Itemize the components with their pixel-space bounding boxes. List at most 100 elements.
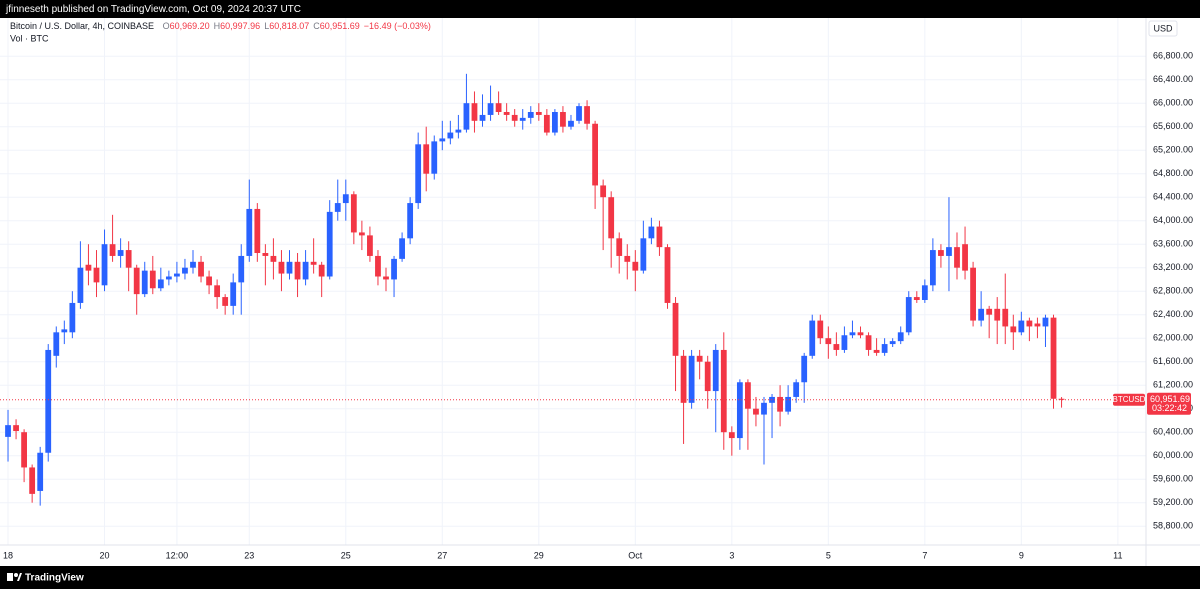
- candle-body: [519, 117, 526, 121]
- candle-body: [61, 329, 68, 333]
- x-tick-label: 25: [341, 550, 351, 560]
- candle-body: [728, 432, 735, 439]
- candle-body: [608, 197, 615, 239]
- candle-body: [286, 261, 293, 274]
- candle-body: [206, 276, 212, 286]
- x-tick-label: 5: [826, 550, 831, 560]
- candle-body: [688, 355, 695, 403]
- candle-body: [109, 244, 116, 256]
- candle-body: [1002, 308, 1009, 327]
- candle-body: [334, 203, 341, 212]
- candle-body: [978, 308, 985, 321]
- candle-body: [616, 238, 623, 256]
- logo-part: [7, 573, 13, 581]
- candle-body: [375, 255, 381, 277]
- last-price-box: [1147, 392, 1191, 415]
- y-tick-label: 61,600.00: [1153, 356, 1193, 366]
- candle-body: [182, 267, 188, 274]
- candle-body: [13, 425, 19, 432]
- axes: 58,800.00 59,200.00 59,600.00 60,000.00 60,4…: [3, 51, 1193, 561]
- candle-body: [640, 238, 647, 271]
- x-tick-label: 20: [100, 550, 110, 560]
- candle-body: [53, 332, 60, 356]
- candle-body: [1026, 320, 1033, 327]
- candle-body: [190, 261, 196, 268]
- candle-body: [857, 332, 864, 336]
- candle-body: [383, 276, 389, 280]
- candle-body: [310, 261, 317, 265]
- candle-body: [954, 247, 960, 268]
- y-tick-label: 65,200.00: [1153, 145, 1193, 155]
- y-tick-label: 59,600.00: [1153, 474, 1193, 484]
- candle-body: [897, 332, 904, 342]
- candle-body: [913, 297, 920, 301]
- candle-body: [101, 244, 108, 286]
- candle-body: [865, 335, 872, 350]
- candle-body: [938, 250, 944, 256]
- candle-body: [825, 338, 832, 345]
- candle-body: [125, 250, 132, 268]
- candle-body: [833, 344, 840, 350]
- y-tick-label: 61,200.00: [1153, 380, 1193, 390]
- footer-brand: TradingView: [25, 573, 84, 584]
- candle-body: [133, 267, 140, 295]
- candle-body: [117, 250, 124, 256]
- candle-body: [970, 267, 976, 321]
- x-tick-label: 3: [729, 550, 734, 560]
- candle-body: [921, 285, 928, 301]
- candle-body: [664, 247, 671, 303]
- candle-body: [367, 235, 373, 256]
- y-tick-label: 62,000.00: [1153, 333, 1193, 343]
- candle-body: [785, 396, 792, 412]
- candle-body: [198, 261, 204, 277]
- candle-body: [736, 382, 743, 439]
- candle-body: [1058, 398, 1065, 400]
- candle-body: [447, 132, 454, 139]
- y-tick-label: 64,800.00: [1153, 168, 1193, 178]
- candle-body: [1018, 320, 1025, 333]
- volume-label: Vol · BTC: [10, 33, 49, 43]
- candle-body: [962, 244, 968, 271]
- candle-body: [793, 382, 800, 397]
- y-tick-label: 60,000.00: [1153, 450, 1193, 460]
- candle-body: [37, 452, 44, 491]
- candle-body: [551, 112, 558, 133]
- candle-body: [439, 138, 446, 142]
- legend: Bitcoin / U.S. Dollar, 4h, COINBASE O60,…: [10, 21, 431, 31]
- ohlc-label: C: [313, 21, 320, 31]
- candle-body: [302, 261, 309, 280]
- candle-body: [318, 264, 325, 277]
- candles: [0, 73, 1146, 506]
- y-tick-label: 59,200.00: [1153, 497, 1193, 507]
- x-tick-label: Oct: [628, 550, 643, 560]
- candle-body: [278, 261, 285, 274]
- candle-body: [809, 320, 816, 356]
- candle-body: [157, 279, 164, 289]
- candle-body: [624, 255, 631, 262]
- candle-body: [543, 114, 550, 133]
- candle-body: [535, 112, 542, 115]
- x-tick-label: 7: [922, 550, 927, 560]
- candle-body: [801, 355, 808, 383]
- candle-body: [141, 270, 148, 295]
- currency-box[interactable]: [1148, 20, 1178, 37]
- candle-body: [471, 103, 478, 121]
- candle-body: [592, 123, 599, 186]
- candle-body: [415, 144, 422, 204]
- candle-body: [568, 120, 574, 127]
- candle-body: [487, 103, 494, 115]
- candle-body: [358, 232, 365, 236]
- candle-body: [69, 302, 76, 333]
- footer-bar: [0, 566, 1200, 589]
- candle-body: [503, 112, 510, 115]
- candle-body: [1042, 317, 1049, 327]
- x-tick-label: 23: [244, 550, 254, 560]
- x-tick-label: 11: [1113, 550, 1122, 560]
- candle-body: [45, 349, 52, 453]
- candle-body: [165, 276, 172, 280]
- publisher-bar: [0, 0, 1200, 18]
- candle-body: [560, 112, 566, 127]
- ohlc-label: H: [214, 21, 221, 31]
